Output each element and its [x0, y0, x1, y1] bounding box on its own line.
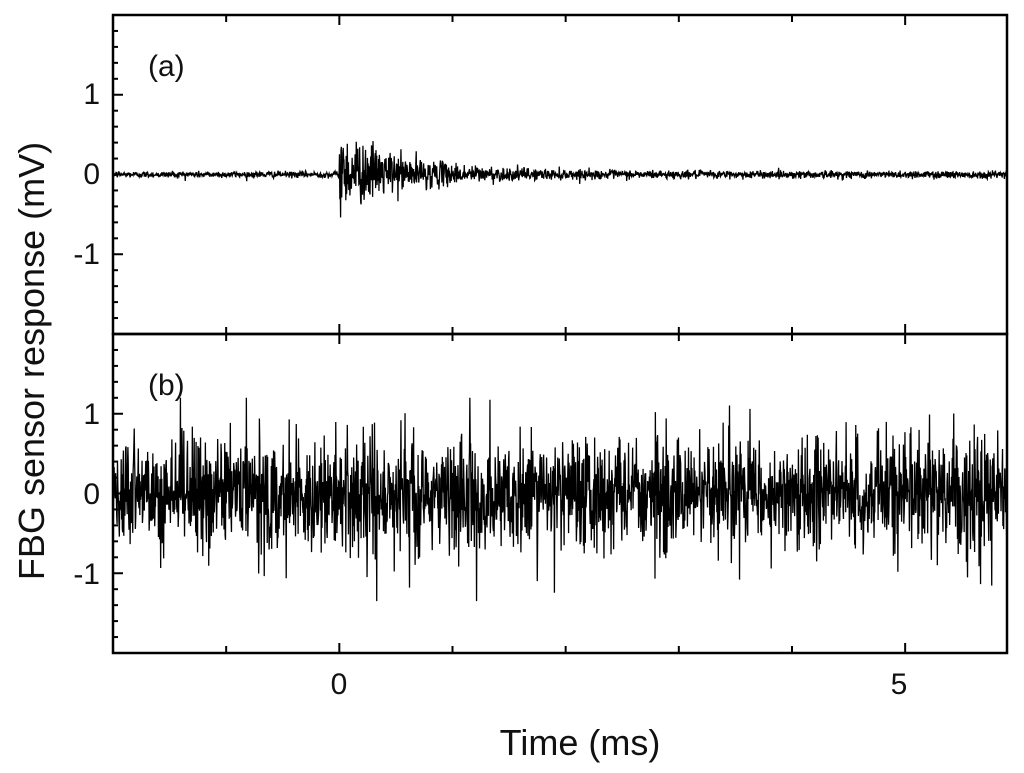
panel-b-ytick-label-1: 1 [83, 398, 100, 431]
xtick-label-5: 5 [891, 668, 908, 701]
y-axis-title: FBG sensor response (mV) [11, 142, 52, 580]
x-axis-title: Time (ms) [500, 722, 661, 763]
panel-b-ytick-label-m1: -1 [73, 558, 100, 591]
panel-b: (b) 1 0 -1 [73, 332, 1009, 655]
panel-b-label: (b) [148, 369, 185, 402]
xtick-label-0: 0 [331, 668, 348, 701]
panel-a-ytick-label-0: 0 [83, 158, 100, 191]
panel-a-label: (a) [148, 50, 185, 83]
panel-a-ytick-label-1: 1 [83, 78, 100, 111]
panel-a-ytick-label-m1: -1 [73, 238, 100, 271]
panel-b-ytick-label-0: 0 [83, 478, 100, 511]
panel-b-trace [112, 397, 1008, 602]
panel-a: (a) 1 0 -1 [73, 13, 1009, 336]
panel-a-trace [112, 141, 1008, 218]
